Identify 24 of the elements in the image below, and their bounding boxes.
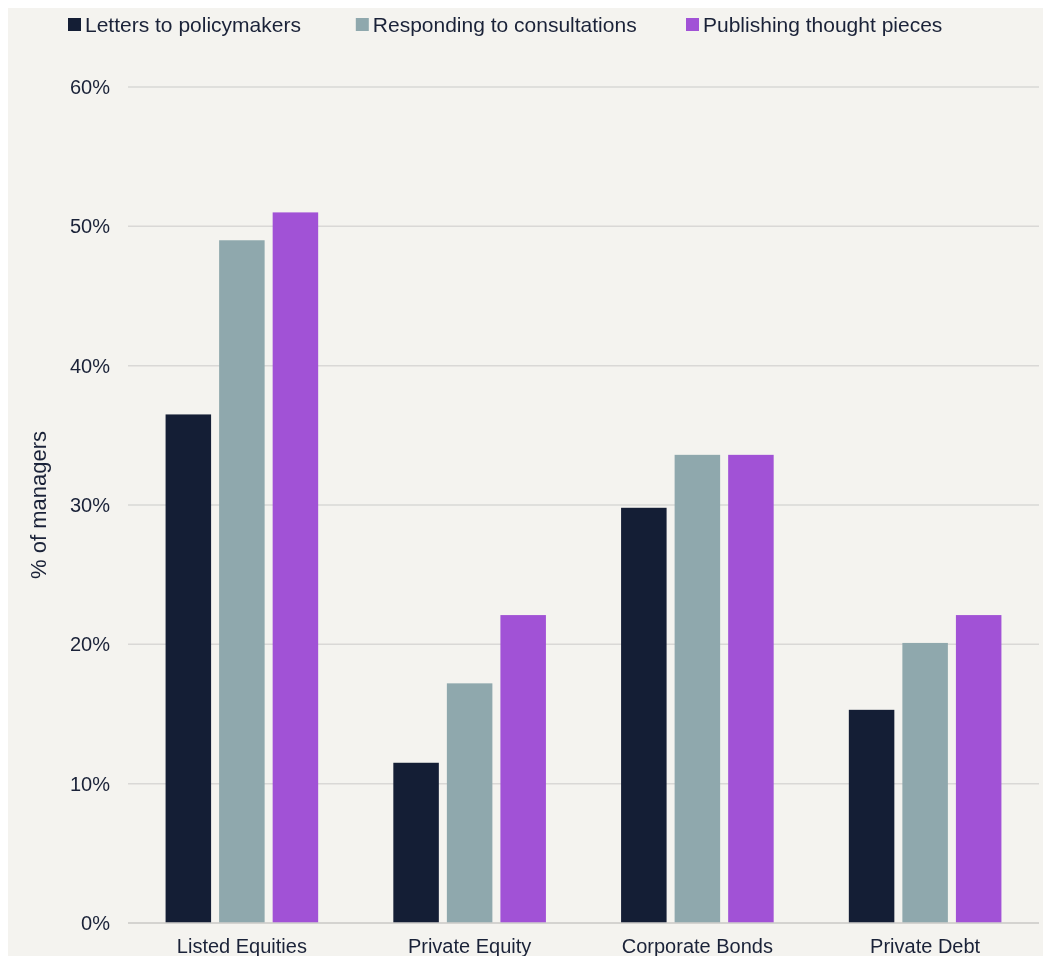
x-tick-label: Private Debt <box>870 935 981 956</box>
bar <box>728 454 774 923</box>
bar <box>674 454 721 923</box>
bar <box>621 507 667 923</box>
y-tick-label: 30% <box>69 494 111 516</box>
bar <box>848 709 895 923</box>
bar <box>446 683 493 923</box>
y-tick-label: 60% <box>69 76 111 98</box>
bar <box>393 762 439 923</box>
y-tick-label: 0% <box>81 912 111 934</box>
legend-label: Letters to policymakers <box>85 13 301 37</box>
y-tick-label: 20% <box>69 633 111 656</box>
legend-label: Publishing thought pieces <box>703 13 943 37</box>
y-tick-label: 10% <box>69 772 111 795</box>
y-tick-label: 50% <box>69 215 111 238</box>
bar <box>500 615 546 923</box>
bar <box>272 212 319 923</box>
y-axis-title: % of managers <box>26 431 51 579</box>
bar <box>219 240 265 923</box>
bar <box>165 414 212 923</box>
bar <box>902 642 948 923</box>
y-tick-label: 40% <box>69 354 111 377</box>
legend-label: Responding to consultations <box>372 13 637 37</box>
bar <box>955 615 1002 923</box>
